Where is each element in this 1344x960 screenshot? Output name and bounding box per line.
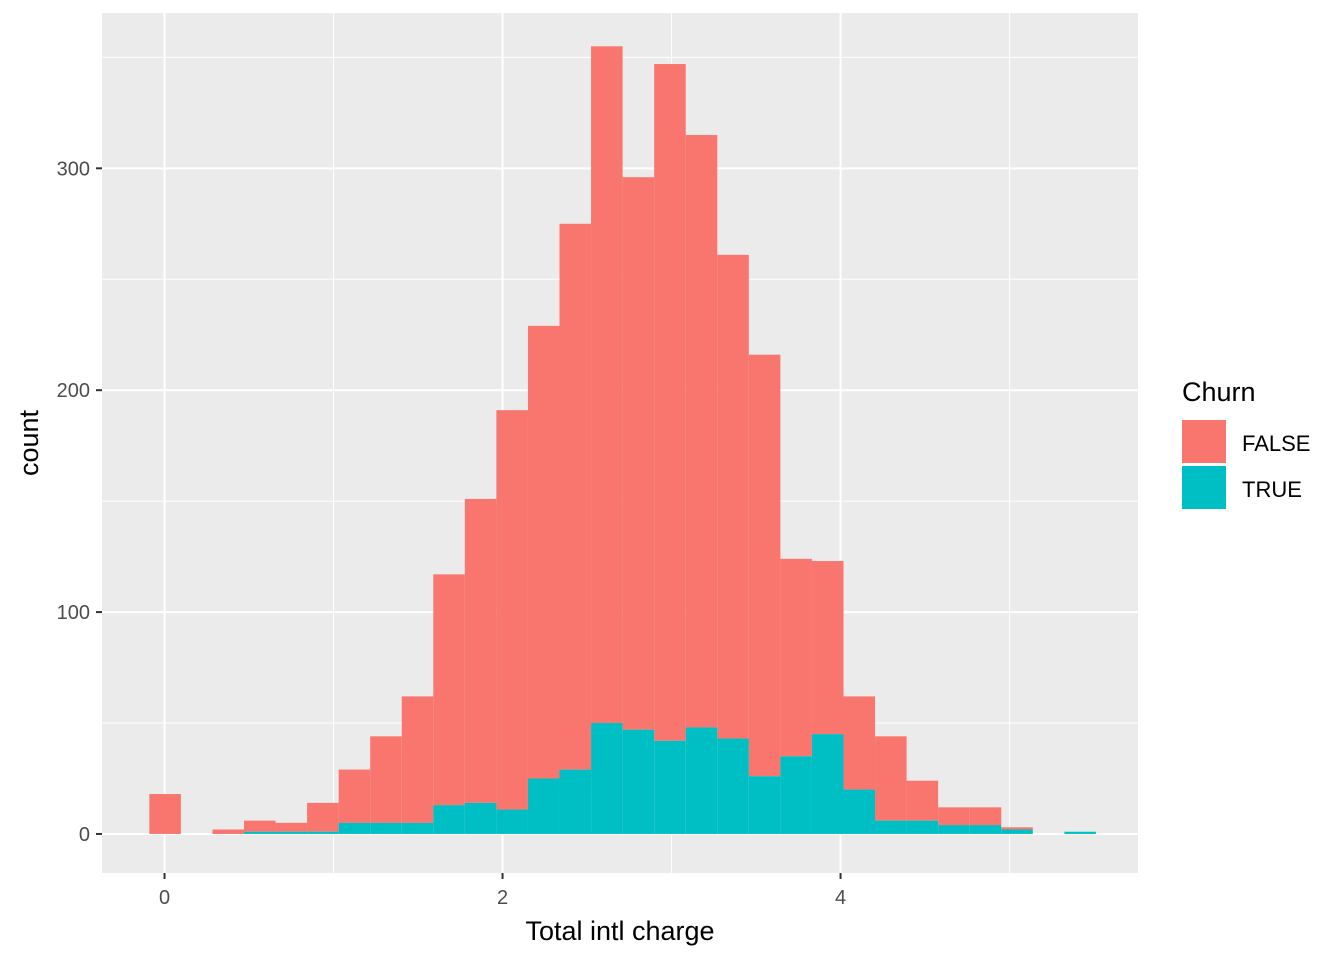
y-tick-label: 0 xyxy=(79,824,90,846)
y-tick-label: 300 xyxy=(57,158,90,180)
legend-key-true xyxy=(1182,466,1226,509)
bar-false xyxy=(654,64,686,741)
series-true-bars xyxy=(243,723,1096,834)
bar-true xyxy=(1001,829,1033,834)
bar-true xyxy=(338,822,371,834)
bar-false xyxy=(938,807,970,826)
bar-true xyxy=(875,820,907,834)
bar-false xyxy=(906,780,939,821)
legend-label-false: FALSE xyxy=(1242,431,1310,456)
bar-true xyxy=(622,729,655,834)
series-false-bars xyxy=(149,46,1033,834)
bar-true xyxy=(748,776,781,834)
x-tick-label: 4 xyxy=(835,887,846,909)
x-axis-title: Total intl charge xyxy=(525,916,714,946)
bar-true xyxy=(717,738,749,834)
bar-true xyxy=(685,727,718,834)
bar-false xyxy=(622,177,655,730)
bar-true xyxy=(938,825,970,834)
bar-false xyxy=(780,558,812,757)
bar-false xyxy=(527,325,560,779)
bar-false xyxy=(748,354,781,777)
x-axis: 0 2 4 xyxy=(159,873,846,909)
bar-true xyxy=(370,822,402,834)
legend-key-false xyxy=(1182,420,1226,463)
bar-false xyxy=(370,736,402,823)
bar-false xyxy=(1001,827,1033,830)
bar-false xyxy=(717,254,749,739)
bar-false xyxy=(591,46,623,724)
bar-true xyxy=(1064,831,1096,834)
bar-false xyxy=(685,135,718,728)
bar-true xyxy=(654,740,686,834)
x-tick-label: 2 xyxy=(497,887,508,909)
bar-true xyxy=(433,805,465,834)
bar-true xyxy=(464,802,497,834)
y-tick-label: 100 xyxy=(57,602,90,624)
bar-false xyxy=(401,696,434,823)
bar-true xyxy=(969,825,1002,834)
bar-true xyxy=(307,831,339,834)
bar-true xyxy=(811,734,844,834)
bar-false xyxy=(307,802,339,832)
y-axis: 0 100 200 300 xyxy=(57,158,102,846)
bar-false xyxy=(433,574,465,806)
bar-false xyxy=(875,736,907,821)
bar-true xyxy=(496,809,528,834)
bar-true xyxy=(559,769,592,834)
bar-false xyxy=(212,829,244,834)
bar-true xyxy=(527,778,560,834)
bar-false xyxy=(275,822,308,832)
bar-false xyxy=(338,769,371,823)
bar-false xyxy=(559,223,592,770)
bar-true xyxy=(243,831,276,834)
bar-false xyxy=(149,794,181,834)
bar-false xyxy=(496,410,528,810)
bar-false xyxy=(969,807,1002,826)
bar-true xyxy=(401,822,434,834)
bar-false xyxy=(843,696,876,790)
bar-true xyxy=(275,831,308,834)
y-axis-title: count xyxy=(14,409,44,476)
bar-false xyxy=(243,820,276,832)
legend-title: Churn xyxy=(1182,377,1256,407)
bar-true xyxy=(906,820,939,834)
bar-true xyxy=(780,756,812,834)
legend-label-true: TRUE xyxy=(1242,477,1302,502)
bar-false xyxy=(464,498,497,803)
y-tick-label: 200 xyxy=(57,380,90,402)
bar-true xyxy=(591,723,623,834)
legend: Churn FALSE TRUE xyxy=(1182,377,1310,509)
bar-false xyxy=(811,561,844,735)
bar-true xyxy=(843,789,876,834)
x-tick-label: 0 xyxy=(159,887,170,909)
